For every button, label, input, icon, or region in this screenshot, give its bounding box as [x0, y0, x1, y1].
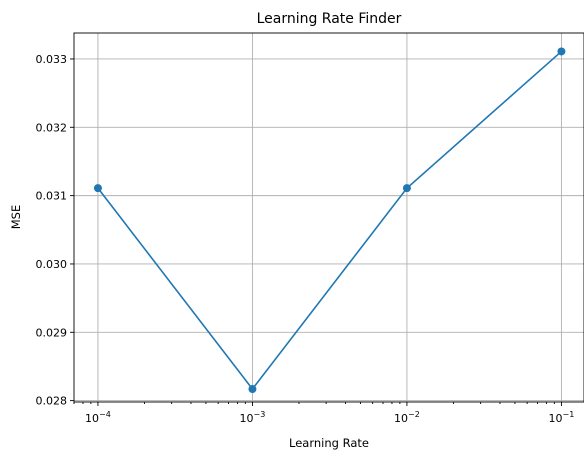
grid-lines — [74, 33, 584, 402]
y-tick-label: 0.032 — [36, 121, 68, 134]
y-tick-label: 0.029 — [36, 326, 68, 339]
series-line — [98, 51, 561, 389]
data-point — [557, 47, 565, 55]
x-axis-label: Learning Rate — [289, 436, 369, 450]
y-tick-label: 0.031 — [36, 190, 68, 203]
data-point — [248, 385, 256, 393]
series-layer — [94, 47, 565, 393]
x-axis-ticks: 10−4 10−3 10−2 10−1 — [74, 402, 574, 425]
x-tick-label: 10−4 — [85, 410, 111, 425]
x-tick-label: 10−3 — [240, 410, 266, 425]
y-tick-label: 0.028 — [36, 395, 68, 408]
y-tick-label: 0.030 — [36, 258, 68, 271]
data-point — [403, 184, 411, 192]
y-axis-ticks: 0.028 0.029 0.030 0.031 0.032 0.033 — [36, 53, 75, 408]
x-tick-label: 10−1 — [549, 410, 575, 425]
data-point — [94, 184, 102, 192]
y-tick-label: 0.033 — [36, 53, 68, 66]
x-tick-label: 10−2 — [394, 410, 420, 425]
plot-frame — [74, 33, 584, 402]
y-axis-label: MSE — [9, 205, 23, 230]
chart-title: Learning Rate Finder — [257, 11, 402, 27]
